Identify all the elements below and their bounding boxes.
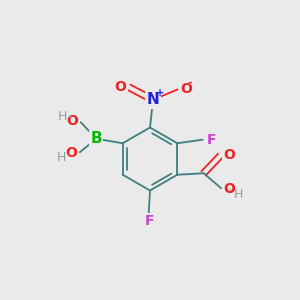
Text: H: H — [234, 188, 243, 201]
Text: O: O — [223, 148, 235, 162]
Text: O: O — [224, 182, 236, 196]
Text: ·: · — [67, 111, 72, 126]
Text: O: O — [115, 80, 127, 94]
Text: H: H — [57, 151, 67, 164]
Text: O: O — [65, 146, 77, 161]
Text: N: N — [147, 92, 159, 107]
Text: +: + — [155, 88, 164, 98]
Text: F: F — [206, 133, 216, 147]
Text: ·: · — [67, 148, 71, 163]
Text: ·: · — [228, 184, 232, 199]
Text: H: H — [57, 110, 67, 123]
Text: O: O — [180, 82, 192, 96]
Text: B: B — [91, 131, 102, 146]
Text: F: F — [144, 214, 154, 228]
Text: O: O — [66, 114, 78, 128]
Text: -: - — [187, 78, 192, 88]
